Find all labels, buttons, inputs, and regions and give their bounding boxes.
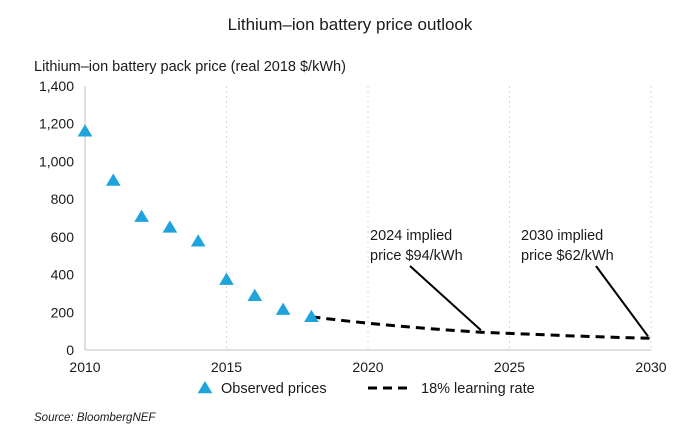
legend: Observed prices 18% learning rate bbox=[197, 381, 535, 397]
x-axis-ticks: 2010 2015 2020 2025 2030 bbox=[69, 359, 666, 375]
observed-price-point-2011 bbox=[105, 173, 121, 186]
x-tick-label: 2025 bbox=[494, 359, 525, 375]
annotation-leader-line bbox=[409, 265, 482, 332]
observed-price-point-2015 bbox=[219, 272, 234, 285]
legend-label-learning-rate: 18% learning rate bbox=[421, 381, 535, 397]
legend-triangle-marker bbox=[197, 381, 213, 394]
y-tick-label: 800 bbox=[51, 191, 75, 207]
y-tick-label: 1,200 bbox=[39, 116, 74, 132]
annotation-text: 2030 implied bbox=[521, 228, 603, 244]
chart-title: Lithium–ion battery price outlook bbox=[228, 15, 473, 34]
y-tick-label: 0 bbox=[66, 342, 74, 358]
source-note: Source: BloombergNEF bbox=[34, 412, 156, 424]
y-tick-label: 1,000 bbox=[39, 153, 74, 169]
annotation-text: price $62/kWh bbox=[521, 248, 614, 264]
x-tick-label: 2010 bbox=[69, 359, 100, 375]
legend-label-observed: Observed prices bbox=[221, 381, 327, 397]
learning-rate-series bbox=[311, 315, 652, 340]
annotation-text: 2024 implied bbox=[370, 228, 452, 244]
x-tick-label: 2030 bbox=[635, 359, 666, 375]
observed-price-point-2013 bbox=[162, 220, 178, 233]
x-tick-label: 2020 bbox=[352, 359, 383, 375]
y-tick-label: 200 bbox=[51, 304, 75, 320]
observed-prices-series bbox=[77, 124, 319, 323]
y-tick-label: 1,400 bbox=[39, 78, 74, 94]
observed-price-point-2014 bbox=[190, 234, 206, 247]
learning-rate-line bbox=[311, 315, 652, 340]
y-axis-label: Lithium–ion battery pack price (real 201… bbox=[34, 59, 346, 75]
observed-price-point-2012 bbox=[134, 209, 149, 222]
observed-price-point-2010 bbox=[77, 124, 93, 137]
annotation-leader-line bbox=[595, 265, 649, 337]
x-tick-label: 2015 bbox=[211, 359, 242, 375]
y-axis-ticks: 0 200 400 600 800 1,000 1,200 1,400 bbox=[39, 78, 74, 358]
annotations: 2024 implied price $94/kWh 2030 implied pri… bbox=[370, 228, 649, 337]
y-tick-label: 600 bbox=[51, 229, 75, 245]
observed-price-point-2016 bbox=[247, 288, 263, 301]
observed-price-point-2017 bbox=[275, 302, 291, 315]
gridlines bbox=[226, 86, 652, 350]
annotation-text: price $94/kWh bbox=[370, 248, 463, 264]
observed-price-point-2018 bbox=[304, 309, 319, 323]
y-tick-label: 400 bbox=[51, 267, 75, 283]
